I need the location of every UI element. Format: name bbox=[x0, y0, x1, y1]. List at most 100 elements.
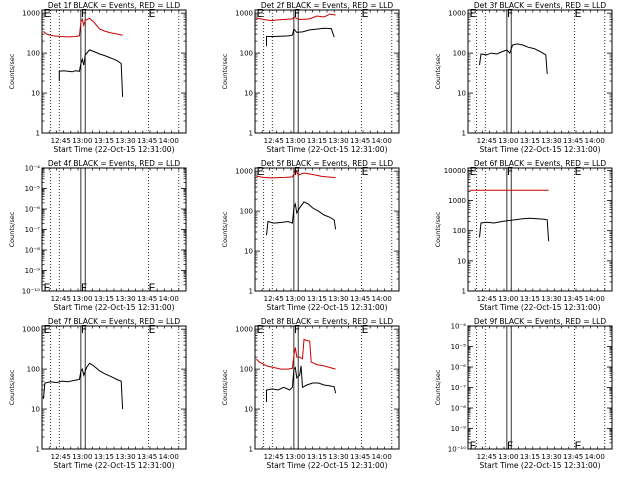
marker-label: F bbox=[294, 7, 300, 20]
y-axis-label: Counts/sec bbox=[434, 369, 442, 405]
series-line bbox=[479, 217, 550, 242]
marker-label: E bbox=[469, 439, 476, 452]
x-tick-label: 13:45 bbox=[350, 453, 370, 461]
panel-title: Det 3f BLACK = Events, RED = LLD bbox=[474, 1, 607, 10]
panel-det-6: Det 6f BLACK = Events, RED = LLD 1 10 100 10… bbox=[434, 159, 613, 312]
plot-frame bbox=[254, 167, 400, 292]
y-tick-label: 10 bbox=[31, 406, 40, 414]
x-tick-label: 13:00 bbox=[498, 295, 518, 303]
y-tick-label: 10 bbox=[244, 248, 253, 256]
y-tick-label: 100 bbox=[240, 50, 253, 58]
x-tick-label: 13:15 bbox=[307, 295, 327, 303]
series-line bbox=[479, 43, 548, 75]
series-line bbox=[256, 338, 336, 370]
marker-label: F bbox=[507, 7, 513, 20]
x-tick-label: 13:00 bbox=[72, 453, 92, 461]
marker-label: E bbox=[469, 7, 476, 20]
marker-label: E bbox=[362, 7, 369, 20]
x-tick-label: 13:00 bbox=[498, 137, 518, 145]
y-tick-label: 10 bbox=[244, 406, 253, 414]
x-tick-label: 13:00 bbox=[498, 453, 518, 461]
x-tick-label: 13:30 bbox=[115, 295, 135, 303]
x-axis-label: Start Time (22-Oct-15 12:31:00) bbox=[53, 461, 174, 470]
marker-label: F bbox=[294, 165, 300, 178]
y-axis-label: Counts/sec bbox=[8, 211, 16, 247]
marker-label: E bbox=[149, 281, 156, 294]
panel-title: Det 4f BLACK = Events, RED = LLD bbox=[48, 159, 181, 168]
x-tick-label: 13:30 bbox=[541, 137, 561, 145]
x-tick-label: 14:00 bbox=[372, 295, 392, 303]
marker-label: E bbox=[256, 165, 263, 178]
plot-frame bbox=[41, 9, 187, 134]
panel-title: Det 2f BLACK = Events, RED = LLD bbox=[261, 1, 394, 10]
x-tick-label: 13:45 bbox=[137, 137, 157, 145]
marker-label: E bbox=[575, 7, 582, 20]
x-tick-label: 14:00 bbox=[159, 295, 179, 303]
plot-frame bbox=[41, 167, 187, 292]
y-tick-label: 10⁻⁵ bbox=[25, 185, 41, 193]
x-axis-label: Start Time (22-Oct-15 12:31:00) bbox=[53, 145, 174, 154]
marker-label: E bbox=[43, 323, 50, 336]
x-tick-label: 12:45 bbox=[264, 137, 284, 145]
y-tick-label: 1000 bbox=[448, 10, 466, 18]
x-tick-label: 12:45 bbox=[477, 137, 497, 145]
x-tick-label: 13:30 bbox=[115, 137, 135, 145]
y-tick-label: 10⁻⁸ bbox=[451, 405, 467, 413]
y-tick-label: 10⁻⁹ bbox=[451, 425, 467, 433]
x-tick-label: 13:45 bbox=[350, 137, 370, 145]
x-tick-label: 13:00 bbox=[72, 295, 92, 303]
x-tick-label: 13:15 bbox=[94, 137, 114, 145]
x-tick-label: 14:00 bbox=[585, 453, 605, 461]
marker-label: E bbox=[362, 323, 369, 336]
marker-label: F bbox=[81, 281, 87, 294]
y-tick-label: 1000 bbox=[235, 10, 253, 18]
panel-det-8: Det 8f BLACK = Events, RED = LLD 1 10 100 10… bbox=[221, 317, 400, 470]
y-axis-label: Counts/sec bbox=[434, 211, 442, 247]
y-tick-label: 1 bbox=[249, 130, 253, 138]
x-tick-label: 13:45 bbox=[563, 453, 583, 461]
x-tick-label: 12:45 bbox=[51, 137, 71, 145]
y-tick-label: 10⁻⁶ bbox=[451, 364, 467, 372]
x-tick-label: 13:45 bbox=[350, 295, 370, 303]
x-axis-label: Start Time (22-Oct-15 12:31:00) bbox=[266, 461, 387, 470]
y-tick-label: 1 bbox=[462, 288, 466, 296]
y-tick-label: 1000 bbox=[235, 326, 253, 334]
x-tick-label: 13:15 bbox=[94, 453, 114, 461]
x-axis-label: Start Time (22-Oct-15 12:31:00) bbox=[266, 303, 387, 312]
x-tick-label: 13:30 bbox=[328, 137, 348, 145]
y-tick-label: 10⁻¹⁰ bbox=[448, 446, 466, 454]
marker-label: F bbox=[507, 165, 513, 178]
x-tick-label: 13:45 bbox=[137, 295, 157, 303]
y-tick-label: 10⁻⁶ bbox=[25, 206, 41, 214]
x-tick-label: 12:45 bbox=[51, 295, 71, 303]
marker-label: E bbox=[256, 7, 263, 20]
x-axis-label: Start Time (22-Oct-15 12:31:00) bbox=[53, 303, 174, 312]
panel-title: Det 9f BLACK = Events, RED = LLD bbox=[474, 317, 607, 326]
plot-frame bbox=[254, 9, 400, 134]
series-line bbox=[256, 168, 336, 179]
marker-label: E bbox=[362, 165, 369, 178]
x-tick-label: 13:45 bbox=[563, 137, 583, 145]
x-tick-label: 13:15 bbox=[94, 295, 114, 303]
marker-label: E bbox=[256, 323, 263, 336]
y-axis-label: Counts/sec bbox=[221, 369, 229, 405]
x-tick-label: 13:30 bbox=[541, 295, 561, 303]
x-tick-label: 13:15 bbox=[307, 137, 327, 145]
x-axis-label: Start Time (22-Oct-15 12:31:00) bbox=[266, 145, 387, 154]
y-tick-label: 10 bbox=[31, 90, 40, 98]
y-tick-label: 100 bbox=[27, 366, 40, 374]
x-tick-label: 13:45 bbox=[137, 453, 157, 461]
y-tick-label: 10⁻⁷ bbox=[451, 384, 467, 392]
panel-title: Det 5f BLACK = Events, RED = LLD bbox=[261, 159, 394, 168]
plot-frame bbox=[467, 9, 613, 134]
x-tick-label: 13:30 bbox=[328, 453, 348, 461]
y-tick-label: 10⁻⁹ bbox=[25, 267, 41, 275]
x-tick-label: 14:00 bbox=[159, 453, 179, 461]
panel-title: Det 1f BLACK = Events, RED = LLD bbox=[48, 1, 181, 10]
y-tick-label: 1 bbox=[249, 288, 253, 296]
x-tick-label: 12:45 bbox=[51, 453, 71, 461]
x-tick-label: 13:00 bbox=[285, 295, 305, 303]
y-tick-label: 10 bbox=[244, 90, 253, 98]
y-tick-label: 100 bbox=[240, 366, 253, 374]
